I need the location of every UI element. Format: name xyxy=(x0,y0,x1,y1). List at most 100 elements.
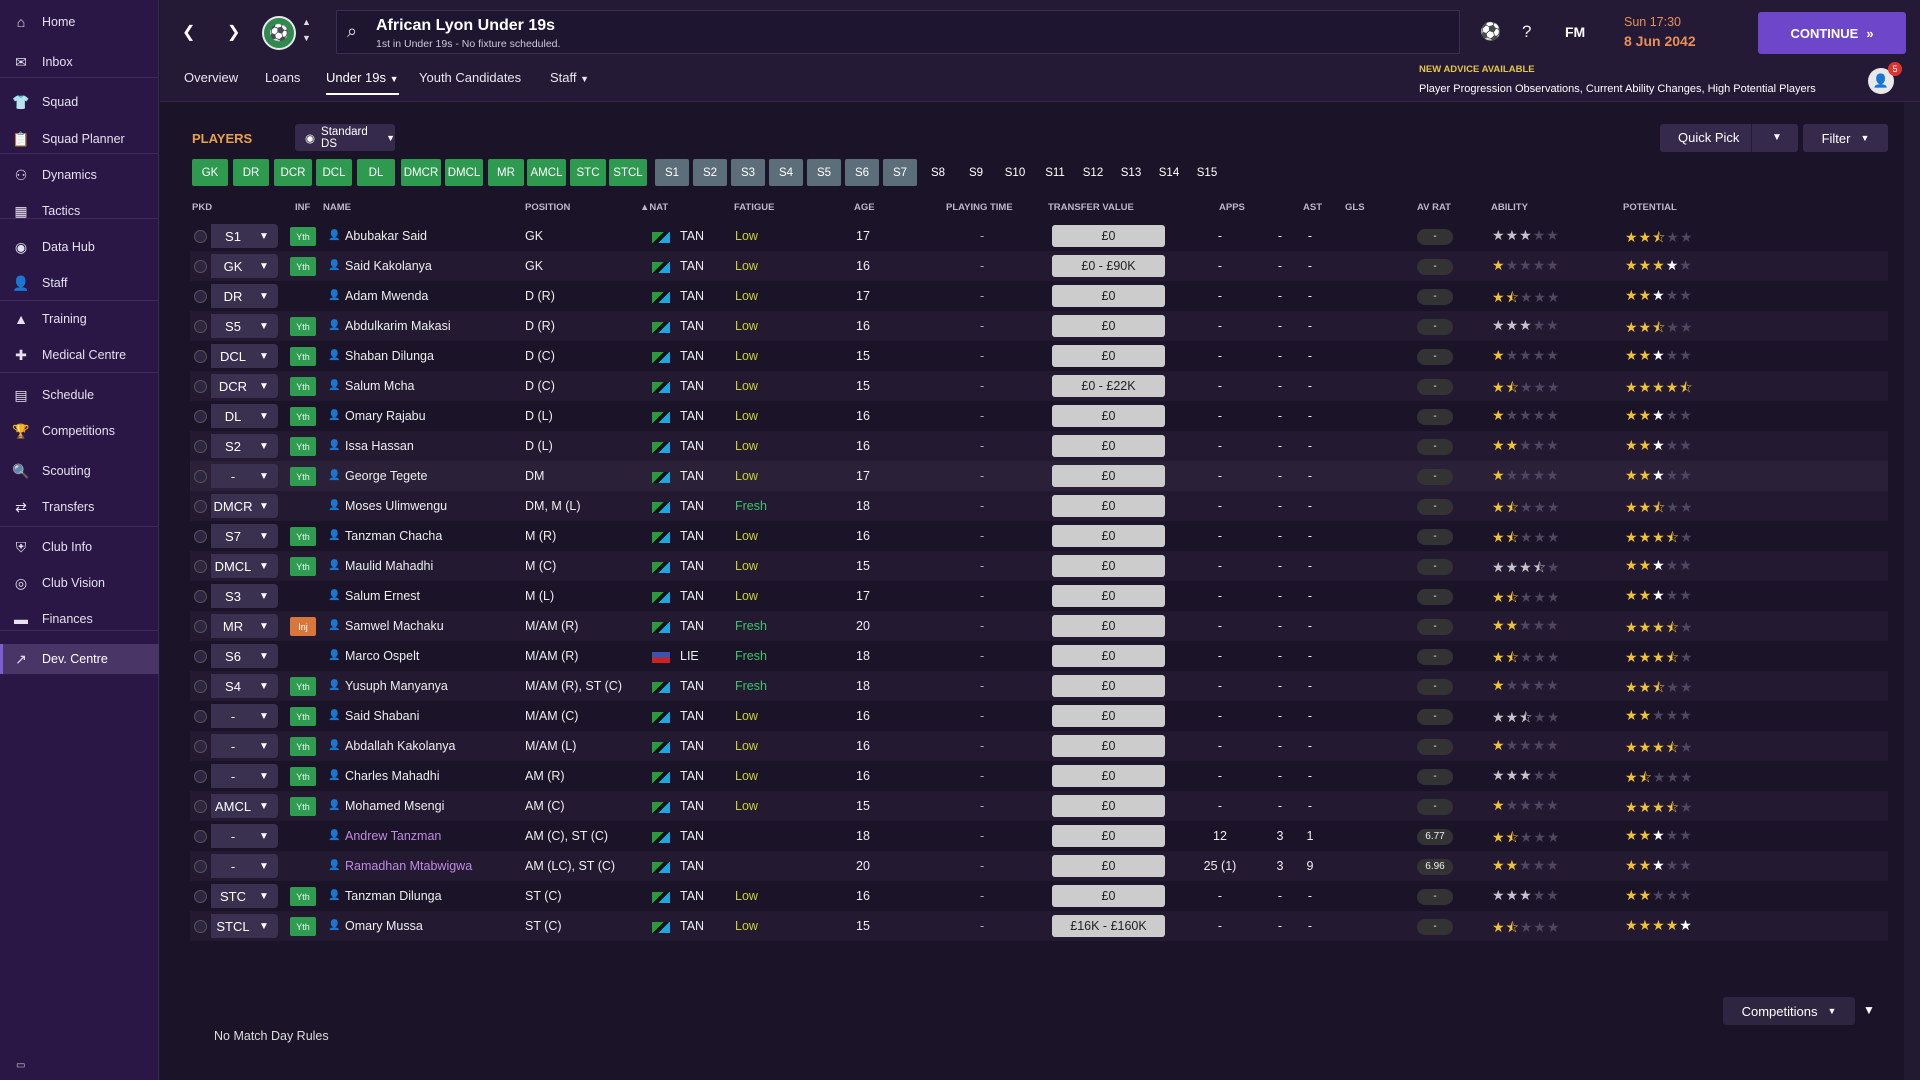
fm-logo[interactable]: FM xyxy=(1565,24,1586,40)
position-button-s1[interactable]: S1 xyxy=(655,159,689,186)
forward-arrow-icon[interactable]: ❯ xyxy=(227,24,241,41)
player-name[interactable]: Samwel Machaku xyxy=(345,619,444,633)
selection-position-dropdown[interactable]: DCR ▼ xyxy=(211,374,278,398)
player-name[interactable]: Yusuph Manyanya xyxy=(345,679,448,693)
sidebar-item-staff[interactable]: 👤 Staff xyxy=(0,268,159,298)
table-row[interactable]: - ▼ Yth 👤 George Tegete DM TAN Low 17- £0- - - - ★★★★… xyxy=(190,461,1888,491)
table-row[interactable]: - ▼ 👤 Andrew Tanzman AM (C), ST (C) TAN 18- £0 1… xyxy=(190,821,1888,851)
position-button-dr[interactable]: DR xyxy=(233,159,269,186)
player-name[interactable]: Marco Ospelt xyxy=(345,649,420,663)
sidebar-item-club-vision[interactable]: ◎ Club Vision xyxy=(0,568,159,598)
selection-position-dropdown[interactable]: GK ▼ xyxy=(211,254,278,278)
advice-title[interactable]: NEW ADVICE AVAILABLE xyxy=(1419,64,1535,75)
col-fatigue[interactable]: FATIGUE xyxy=(734,202,775,213)
position-button-dmcl[interactable]: DMCL xyxy=(445,159,483,186)
select-checkbox[interactable] xyxy=(194,350,207,363)
chevron-down-icon[interactable]: ▼ xyxy=(1772,132,1782,143)
sidebar-item-club-info[interactable]: ⛨ Club Info xyxy=(0,532,159,562)
table-row[interactable]: - ▼ Yth 👤 Abdallah Kakolanya M/AM (L) TAN Low 16… xyxy=(190,731,1888,761)
sidebar-item-training[interactable]: ▲ Training xyxy=(0,304,159,334)
select-checkbox[interactable] xyxy=(194,470,207,483)
col-age[interactable]: AGE xyxy=(854,202,875,213)
selection-position-dropdown[interactable]: S2 ▼ xyxy=(211,434,278,458)
select-checkbox[interactable] xyxy=(194,290,207,303)
player-name[interactable]: Omary Mussa xyxy=(345,919,423,933)
keyboard-icon[interactable]: ▭ xyxy=(16,1060,26,1071)
table-row[interactable]: - ▼ 👤 Ramadhan Mtabwigwa AM (LC), ST (C) TAN 2… xyxy=(190,851,1888,881)
tab-overview[interactable]: Overview xyxy=(184,70,239,85)
chevron-down-icon[interactable]: ▼ xyxy=(302,33,311,43)
table-row[interactable]: S7 ▼ Yth 👤 Tanzman Chacha M (R) TAN Low 16 - £0 - - -… xyxy=(190,521,1888,551)
scrollbar[interactable] xyxy=(1904,102,1920,1080)
table-row[interactable]: DCR ▼ Yth 👤 Salum Mcha D (C) TAN Low 15 - £0 - £22… xyxy=(190,371,1888,401)
table-row[interactable]: GK ▼ Yth 👤 Said Kakolanya GK TAN Low 16 - £0 - £90… xyxy=(190,251,1888,281)
view-select[interactable]: ◉ Standard DS ▼ xyxy=(295,124,395,151)
sidebar-item-transfers[interactable]: ⇄ Transfers xyxy=(0,492,159,522)
col-apps[interactable]: APPS xyxy=(1219,202,1245,213)
position-button-s6[interactable]: S6 xyxy=(845,159,879,186)
col-inf[interactable]: INF xyxy=(295,202,311,213)
player-name[interactable]: Shaban Dilunga xyxy=(345,349,434,363)
player-name[interactable]: Mohamed Msengi xyxy=(345,799,445,813)
selection-position-dropdown[interactable]: DMCR ▼ xyxy=(211,494,278,518)
sidebar-item-dynamics[interactable]: ⚇ Dynamics xyxy=(0,160,159,190)
col-gls[interactable]: GLS xyxy=(1345,202,1365,213)
sidebar-item-tactics[interactable]: ▦ Tactics xyxy=(0,196,159,226)
selection-position-dropdown[interactable]: STCL ▼ xyxy=(211,914,278,938)
select-checkbox[interactable] xyxy=(194,920,207,933)
selection-position-dropdown[interactable]: - ▼ xyxy=(211,854,278,878)
col-ast[interactable]: AST xyxy=(1303,202,1322,213)
player-name[interactable]: Abdulkarim Makasi xyxy=(345,319,451,333)
player-name[interactable]: Tanzman Chacha xyxy=(345,529,443,543)
col-av-rat[interactable]: AV RAT xyxy=(1417,202,1451,213)
player-name[interactable]: Issa Hassan xyxy=(345,439,414,453)
select-checkbox[interactable] xyxy=(194,260,207,273)
player-name[interactable]: Salum Mcha xyxy=(345,379,415,393)
select-checkbox[interactable] xyxy=(194,530,207,543)
col-transfer-value[interactable]: TRANSFER VALUE xyxy=(1048,202,1134,213)
player-name[interactable]: Andrew Tanzman xyxy=(345,829,442,843)
col-nat[interactable]: ▲NAT xyxy=(640,202,669,213)
table-row[interactable]: STC ▼ Yth 👤 Tanzman Dilunga ST (C) TAN Low 16 - £0… xyxy=(190,881,1888,911)
selection-position-dropdown[interactable]: - ▼ xyxy=(211,824,278,848)
table-row[interactable]: S2 ▼ Yth 👤 Issa Hassan D (L) TAN Low 16- £0- - - - ★★… xyxy=(190,431,1888,461)
selection-position-dropdown[interactable]: AMCL ▼ xyxy=(211,794,278,818)
position-button-dcr[interactable]: DCR xyxy=(274,159,312,186)
position-button-s8[interactable]: S8 xyxy=(930,166,946,179)
position-button-s2[interactable]: S2 xyxy=(693,159,727,186)
position-button-s3[interactable]: S3 xyxy=(731,159,765,186)
position-button-s7[interactable]: S7 xyxy=(883,159,917,186)
position-button-dmcr[interactable]: DMCR xyxy=(401,159,441,186)
filter-button[interactable]: Filter ▼ xyxy=(1803,124,1888,152)
player-name[interactable]: Charles Mahadhi xyxy=(345,769,440,783)
col-ability[interactable]: ABILITY xyxy=(1491,202,1528,213)
sidebar-item-squad-planner[interactable]: 📋 Squad Planner xyxy=(0,124,159,154)
selection-position-dropdown[interactable]: STC ▼ xyxy=(211,884,278,908)
select-checkbox[interactable] xyxy=(194,770,207,783)
table-row[interactable]: DMCL ▼ Yth 👤 Maulid Mahadhi M (C) TAN Low 15 - £0 -… xyxy=(190,551,1888,581)
position-button-s14[interactable]: S14 xyxy=(1158,166,1180,179)
selection-position-dropdown[interactable]: - ▼ xyxy=(211,764,278,788)
back-arrow-icon[interactable]: ❮ xyxy=(182,24,196,41)
selection-position-dropdown[interactable]: DL ▼ xyxy=(211,404,278,428)
sidebar-item-squad[interactable]: 👕 Squad xyxy=(0,87,159,117)
selection-position-dropdown[interactable]: S6 ▼ xyxy=(211,644,278,668)
tab-youth-candidates[interactable]: Youth Candidates xyxy=(419,70,522,85)
competitions-button[interactable]: Competitions ▼ xyxy=(1723,997,1855,1025)
chevron-down-icon[interactable]: ▼ xyxy=(1863,1003,1875,1017)
table-row[interactable]: S4 ▼ Yth 👤 Yusuph Manyanya M/AM (R), ST (C) TA… xyxy=(190,671,1888,701)
selection-position-dropdown[interactable]: - ▼ xyxy=(211,734,278,758)
select-checkbox[interactable] xyxy=(194,380,207,393)
select-checkbox[interactable] xyxy=(194,650,207,663)
player-name[interactable]: Moses Ulimwengu xyxy=(345,499,448,513)
table-row[interactable]: AMCL ▼ Yth 👤 Mohamed Msengi AM (C) TAN Low 15 - £0… xyxy=(190,791,1888,821)
select-checkbox[interactable] xyxy=(194,830,207,843)
position-button-s15[interactable]: S15 xyxy=(1196,166,1218,179)
select-checkbox[interactable] xyxy=(194,740,207,753)
position-button-dcl[interactable]: DCL xyxy=(316,159,352,186)
table-row[interactable]: DR ▼ 👤 Adam Mwenda D (R) TAN Low 17- £0- - - - ★⯪★★★… xyxy=(190,281,1888,311)
table-row[interactable]: DL ▼ Yth 👤 Omary Rajabu D (L) TAN Low 16 - £0 - - - - ★… xyxy=(190,401,1888,431)
select-checkbox[interactable] xyxy=(194,500,207,513)
select-checkbox[interactable] xyxy=(194,800,207,813)
selection-position-dropdown[interactable]: DR ▼ xyxy=(211,284,278,308)
